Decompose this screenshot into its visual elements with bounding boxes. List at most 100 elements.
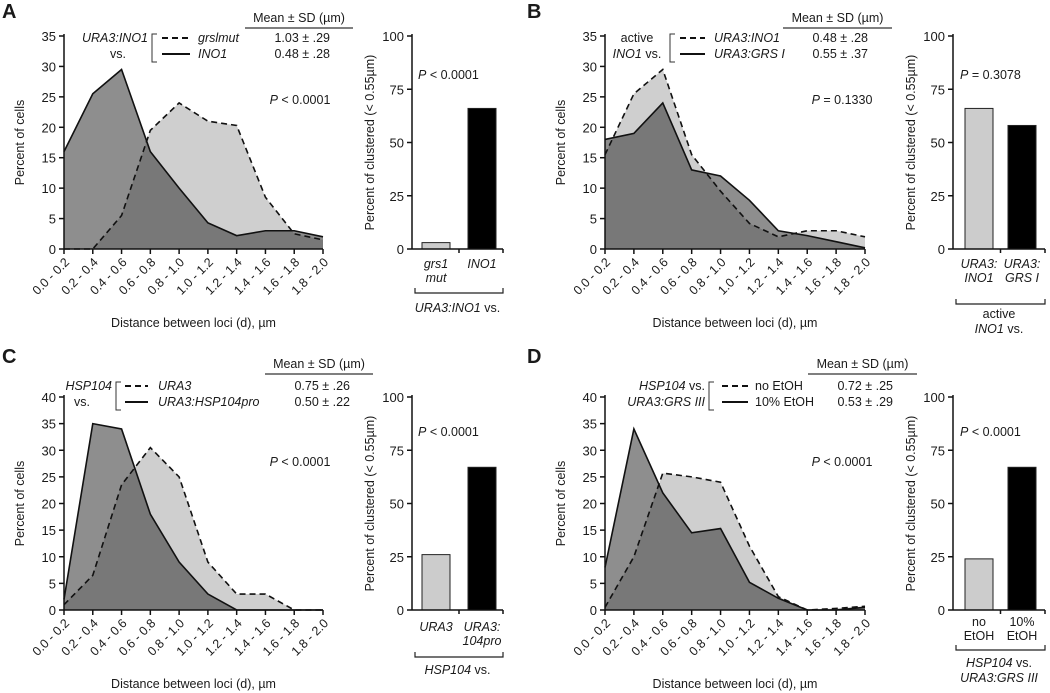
bar-group-bracket <box>414 652 504 658</box>
bar-category-label-segment: INO1 <box>964 271 993 285</box>
legend-entry-value: 0.72 ± .25 <box>837 379 893 393</box>
bar-y-tick-label: 25 <box>390 189 404 204</box>
panel-letter: C <box>2 346 16 368</box>
area-fill-solid <box>64 69 323 249</box>
bar-group-label-segment: vs. <box>471 663 490 677</box>
y-tick-label: 25 <box>583 90 597 105</box>
bar-chart: 0 25 50 75 100 Percent of clustered (< 0.55µm… <box>363 390 504 677</box>
legend-group-label: vs. <box>110 47 126 61</box>
bar-y-tick-label: 0 <box>397 603 404 618</box>
y-tick-label: 5 <box>590 576 597 591</box>
y-tick-label: 15 <box>42 523 56 538</box>
p-value-label-segment: < 0.0001 <box>278 93 331 107</box>
legend-group-label: active <box>621 31 654 45</box>
bar-group-label-segment: active <box>983 307 1016 321</box>
bar-category-label-segment: 10% <box>1009 615 1034 629</box>
legend-bracket <box>151 33 157 63</box>
y-tick-label: 0 <box>590 603 597 618</box>
legend-entry-name-segment: grslmut <box>198 31 240 45</box>
legend-group-label: URA3:INO1 <box>82 31 148 45</box>
bar-group-label: active <box>983 307 1016 321</box>
y-tick-label: 10 <box>42 550 56 565</box>
bar-category-label: INO1 <box>467 257 496 271</box>
bar-y-tick-label: 50 <box>931 136 945 151</box>
legend-group-label-segment: URA3:INO1 <box>82 31 148 45</box>
series-line-dashed <box>63 446 323 611</box>
y-tick-label: 25 <box>583 470 597 485</box>
legend-entry-name: URA3:INO1 <box>714 31 780 45</box>
bar-category-label-segment: URA3: <box>961 257 998 271</box>
legend-entry-name-segment: URA3:GRS I <box>714 47 785 61</box>
bar-category-label: grs1 <box>424 257 448 271</box>
bar-category-label-segment: URA3 <box>419 620 452 634</box>
legend-entry-name: URA3:GRS I <box>714 47 785 61</box>
legend-bracket <box>115 381 121 411</box>
series-line-dashed <box>64 101 324 250</box>
legend-entry-value: 0.48 ± .28 <box>274 47 330 61</box>
bar-category-label: 104pro <box>463 634 502 648</box>
bar-p-value-segment: = 0.3078 <box>968 68 1021 82</box>
p-value-label-segment: P <box>812 455 821 469</box>
bar-chart: 0 25 50 75 100 Percent of clustered (< 0.55µm… <box>904 29 1046 336</box>
bar-category-label-segment: URA3: <box>1004 257 1041 271</box>
p-value-label-segment: P <box>270 93 279 107</box>
legend-group-label: URA3:GRS III <box>627 395 705 409</box>
mean-sd-header: Mean ± SD (µm) <box>253 11 345 25</box>
legend-group-label-segment: HSP104 <box>65 379 112 393</box>
legend-group-label-segment: vs. <box>642 47 661 61</box>
legend-entry-value: 0.55 ± .37 <box>812 47 868 61</box>
bar-category-label: EtOH <box>1007 629 1038 643</box>
bar-group-label: URA3:INO1 vs. <box>415 301 500 315</box>
x-axis-title: Distance between loci (d), µm <box>653 316 818 330</box>
y-tick-label: 25 <box>42 90 56 105</box>
bar-y-tick-label: 75 <box>390 443 404 458</box>
bar <box>421 242 451 250</box>
legend-group-label-segment: vs. <box>110 47 126 61</box>
area-fill-solid <box>64 423 323 610</box>
y-tick-label: 5 <box>590 212 597 227</box>
bar-group-label-segment: vs. <box>481 301 500 315</box>
bar-group-label-segment: HSP104 <box>966 656 1013 670</box>
bar-category-label-segment: 104pro <box>463 634 502 648</box>
bar-group-label: INO1 vs. <box>975 322 1024 336</box>
legend-entry-name: INO1 <box>198 47 227 61</box>
area-fill-solid <box>605 102 865 249</box>
y-axis-title: Percent of cells <box>554 100 568 185</box>
series-line-dashed <box>604 472 866 611</box>
bar-group-label-segment: URA3:INO1 <box>415 301 481 315</box>
bar-category-label: URA3 <box>419 620 452 634</box>
y-tick-label: 35 <box>583 417 597 432</box>
bar-group-label-segment: URA3:GRS III <box>960 671 1038 685</box>
y-tick-label: 10 <box>583 550 597 565</box>
y-tick-label: 30 <box>583 443 597 458</box>
bar-chart: 0 25 50 75 100 Percent of clustered (< 0.55µm… <box>904 390 1046 685</box>
bar-y-axis-title: Percent of clustered (< 0.55µm) <box>904 55 918 231</box>
y-tick-label: 35 <box>583 29 597 44</box>
bar-y-tick-label: 100 <box>923 29 945 44</box>
mean-sd-header: Mean ± SD (µm) <box>792 11 884 25</box>
legend-entry-name-segment: no EtOH <box>755 379 803 393</box>
bar-category-label: GRS I <box>1005 271 1040 285</box>
bar-y-axis-title: Percent of clustered (< 0.55µm) <box>363 416 377 592</box>
bar-y-tick-label: 100 <box>382 390 404 405</box>
legend-entry-name-segment: INO1 <box>198 47 227 61</box>
legend-entry-name-segment: URA3:INO1 <box>714 31 780 45</box>
y-tick-label: 30 <box>583 59 597 74</box>
legend-group-label-segment: HSP104 <box>639 379 686 393</box>
y-tick-label: 0 <box>49 242 56 257</box>
bar-category-label: INO1 <box>964 271 993 285</box>
y-tick-label: 15 <box>583 523 597 538</box>
bar-p-value-segment: P <box>960 425 969 439</box>
legend-group-label-segment: URA3:GRS III <box>627 395 705 409</box>
p-value-label-segment: = 0.1330 <box>820 93 873 107</box>
y-axis-title: Percent of cells <box>13 100 27 185</box>
bar <box>964 558 994 611</box>
bar-y-tick-label: 25 <box>931 550 945 565</box>
y-tick-label: 5 <box>49 212 56 227</box>
bar-category-label-segment: INO1 <box>467 257 496 271</box>
